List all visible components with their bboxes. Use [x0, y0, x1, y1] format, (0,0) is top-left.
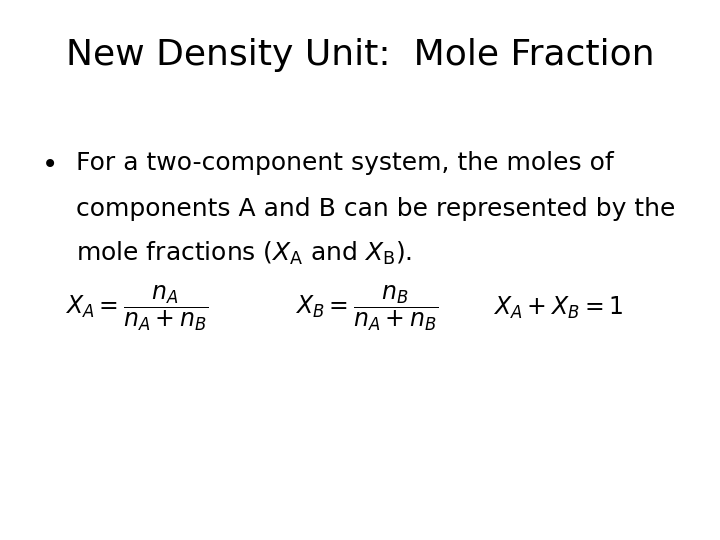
Text: For a two-component system, the moles of: For a two-component system, the moles of [76, 151, 613, 175]
Text: $X_{A} = \dfrac{n_{A}}{n_{A} + n_{B}}$: $X_{A} = \dfrac{n_{A}}{n_{A} + n_{B}}$ [65, 283, 208, 333]
Text: New Density Unit:  Mole Fraction: New Density Unit: Mole Fraction [66, 38, 654, 72]
Text: •: • [42, 151, 58, 179]
Text: components A and B can be represented by the: components A and B can be represented by… [76, 197, 675, 221]
Text: $X_{B} = \dfrac{n_{B}}{n_{A} + n_{B}}$: $X_{B} = \dfrac{n_{B}}{n_{A} + n_{B}}$ [295, 283, 438, 333]
Text: $X_{A} + X_{B} = 1$: $X_{A} + X_{B} = 1$ [493, 295, 624, 321]
Text: mole fractions ($X_{\mathrm{A}}$ and $X_{\mathrm{B}}$).: mole fractions ($X_{\mathrm{A}}$ and $X_… [76, 240, 412, 267]
